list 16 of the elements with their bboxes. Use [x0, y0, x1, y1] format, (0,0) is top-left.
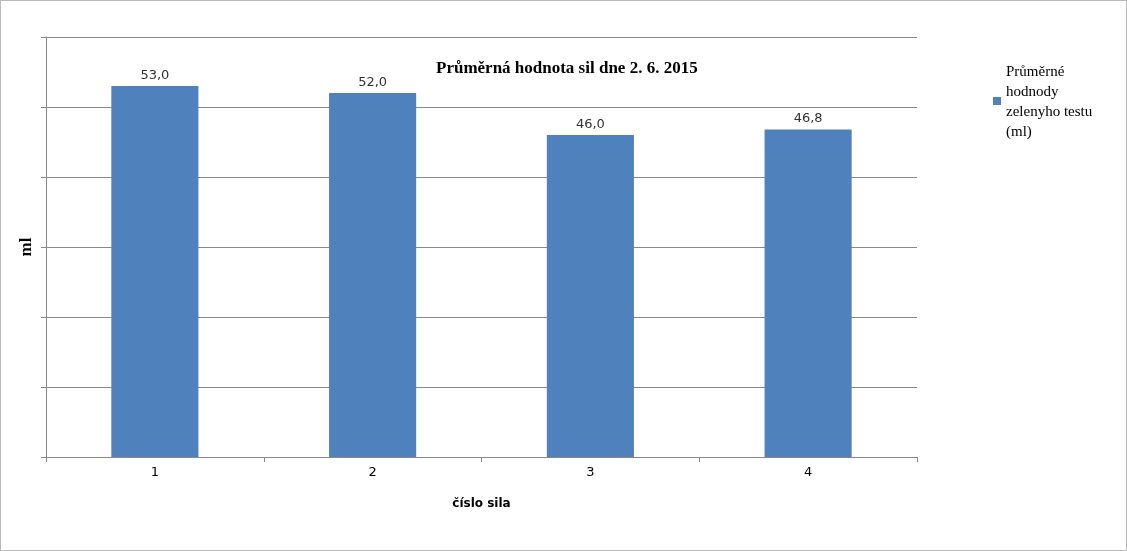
legend-label: Průměrné hodnody zelenyho testu (ml) [1006, 63, 1096, 140]
bar [329, 93, 417, 457]
y-axis-title: ml [16, 237, 35, 257]
x-axis-title: číslo sila [452, 496, 511, 510]
bar [546, 135, 634, 457]
chart-title: Průměrná hodnota sil dne 2. 6. 2015 [436, 58, 698, 77]
x-tick-label: 2 [368, 464, 377, 479]
data-label: 52,0 [358, 74, 388, 89]
data-label: 46,8 [793, 110, 823, 126]
bar [111, 86, 199, 457]
bar [764, 129, 852, 457]
x-tick-label: 3 [586, 464, 595, 479]
data-label: 46,0 [575, 116, 605, 131]
x-tick-label: 4 [803, 464, 813, 479]
data-label: 53,0 [140, 67, 170, 82]
x-tick-label: 1 [150, 464, 160, 479]
